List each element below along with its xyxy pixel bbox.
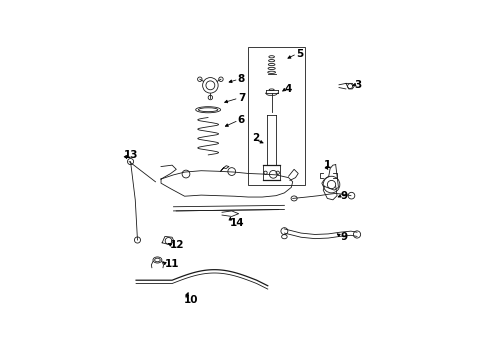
Text: 7: 7 — [238, 93, 245, 103]
Text: 3: 3 — [354, 80, 362, 90]
Text: 4: 4 — [285, 84, 293, 94]
Text: 9: 9 — [341, 191, 347, 201]
Bar — [248, 48, 305, 185]
Text: 1: 1 — [324, 160, 331, 170]
Text: 6: 6 — [238, 115, 245, 125]
Text: 12: 12 — [170, 240, 185, 250]
Text: 9: 9 — [341, 232, 347, 242]
Text: 11: 11 — [165, 258, 179, 269]
Text: 10: 10 — [184, 296, 198, 305]
Text: 5: 5 — [296, 49, 303, 59]
Text: 8: 8 — [238, 74, 245, 84]
Text: 2: 2 — [252, 133, 259, 143]
Text: 13: 13 — [123, 150, 138, 159]
Text: 14: 14 — [229, 218, 244, 228]
